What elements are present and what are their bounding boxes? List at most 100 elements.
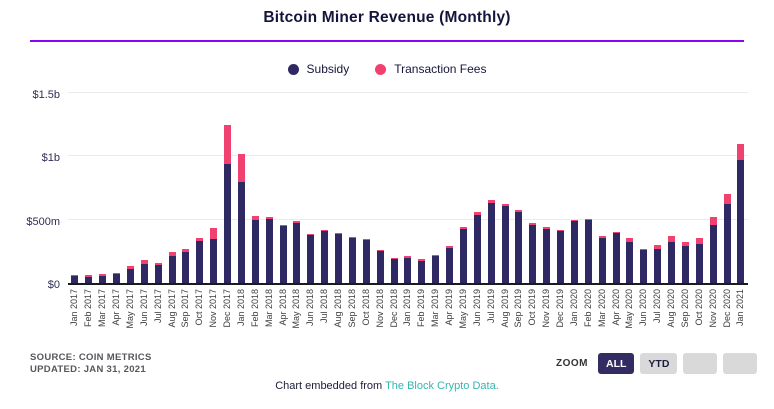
bar-stack xyxy=(709,217,717,283)
x-tick-jan-2018: Jan 2018 xyxy=(235,289,246,327)
legend-label-fees: Transaction Fees xyxy=(394,62,487,76)
fees-segment xyxy=(126,266,134,270)
legend-item-subsidy[interactable]: Subsidy xyxy=(287,62,349,76)
subsidy-segment xyxy=(210,238,218,283)
subsidy-segment xyxy=(362,240,370,283)
fees-segment xyxy=(293,221,301,223)
bar-stack xyxy=(404,256,412,283)
bar-feb-2019[interactable] xyxy=(415,95,429,283)
bar-may-2019[interactable] xyxy=(457,95,471,283)
bar-aug-2020[interactable] xyxy=(665,95,679,283)
x-tick-jul-2019: Jul 2019 xyxy=(485,289,496,324)
zoom-button-blank-2[interactable] xyxy=(723,353,758,374)
bar-mar-2019[interactable] xyxy=(429,95,443,283)
bar-aug-2019[interactable] xyxy=(498,95,512,283)
bar-nov-2020[interactable] xyxy=(706,95,720,283)
fees-segment xyxy=(113,272,121,274)
zoom-button-all[interactable]: ALL xyxy=(598,353,635,374)
bar-stack xyxy=(113,272,121,283)
zoom-button-ytd[interactable]: YTD xyxy=(640,353,678,374)
subsidy-segment xyxy=(640,250,648,283)
bar-mar-2018[interactable] xyxy=(262,95,276,283)
bar-jan-2021[interactable] xyxy=(734,95,748,283)
bar-jul-2020[interactable] xyxy=(651,95,665,283)
bar-feb-2018[interactable] xyxy=(248,95,262,283)
fees-segment xyxy=(737,143,745,161)
bar-dec-2020[interactable] xyxy=(720,95,734,283)
bar-jul-2019[interactable] xyxy=(484,95,498,283)
subsidy-segment xyxy=(335,233,343,283)
bar-stack xyxy=(224,124,232,283)
zoom-controls: ZOOM ALL YTD xyxy=(556,353,763,374)
bar-stack xyxy=(362,238,370,283)
bar-jan-2018[interactable] xyxy=(235,95,249,283)
fees-segment xyxy=(487,200,495,203)
bar-jun-2019[interactable] xyxy=(470,95,484,283)
bar-nov-2019[interactable] xyxy=(540,95,554,283)
subsidy-segment xyxy=(598,238,606,283)
fees-segment xyxy=(640,248,648,251)
x-tick-mar-2019: Mar 2019 xyxy=(430,289,441,328)
bar-may-2018[interactable] xyxy=(290,95,304,283)
fees-segment xyxy=(695,237,703,245)
bar-nov-2017[interactable] xyxy=(207,95,221,283)
bar-stack xyxy=(154,262,162,283)
subsidy-segment xyxy=(113,273,121,283)
bar-jan-2017[interactable] xyxy=(68,95,82,283)
bar-sep-2017[interactable] xyxy=(179,95,193,283)
subsidy-segment xyxy=(321,231,329,283)
bar-stack xyxy=(598,236,606,283)
bar-aug-2018[interactable] xyxy=(332,95,346,283)
subsidy-segment xyxy=(126,269,134,283)
bar-apr-2020[interactable] xyxy=(609,95,623,283)
bar-apr-2018[interactable] xyxy=(276,95,290,283)
subsidy-segment xyxy=(168,255,176,283)
bar-jun-2020[interactable] xyxy=(637,95,651,283)
fees-segment xyxy=(654,245,662,250)
bar-dec-2019[interactable] xyxy=(554,95,568,283)
bar-aug-2017[interactable] xyxy=(165,95,179,283)
fees-segment xyxy=(348,236,356,238)
bar-stack xyxy=(737,143,745,283)
bar-oct-2019[interactable] xyxy=(526,95,540,283)
bar-jan-2020[interactable] xyxy=(568,95,582,283)
bar-dec-2018[interactable] xyxy=(387,95,401,283)
x-tick-may-2017: May 2017 xyxy=(124,289,135,329)
fees-segment xyxy=(557,229,565,232)
legend-item-fees[interactable]: Transaction Fees xyxy=(375,62,486,76)
bar-dec-2017[interactable] xyxy=(221,95,235,283)
bar-jul-2018[interactable] xyxy=(318,95,332,283)
fees-segment xyxy=(307,233,315,236)
bar-jun-2018[interactable] xyxy=(304,95,318,283)
x-tick-nov-2020: Nov 2020 xyxy=(707,289,718,328)
bar-may-2017[interactable] xyxy=(124,95,138,283)
bar-sep-2018[interactable] xyxy=(346,95,360,283)
bar-apr-2017[interactable] xyxy=(110,95,124,283)
zoom-button-blank-1[interactable] xyxy=(683,353,718,374)
bar-sep-2020[interactable] xyxy=(679,95,693,283)
bar-sep-2019[interactable] xyxy=(512,95,526,283)
bar-apr-2019[interactable] xyxy=(443,95,457,283)
bar-mar-2020[interactable] xyxy=(595,95,609,283)
bar-jun-2017[interactable] xyxy=(137,95,151,283)
bar-nov-2018[interactable] xyxy=(373,95,387,283)
x-tick-feb-2020: Feb 2020 xyxy=(582,289,593,328)
x-tick-dec-2017: Dec 2017 xyxy=(222,289,233,328)
fees-segment xyxy=(154,262,162,265)
bar-stack xyxy=(168,251,176,283)
subsidy-segment xyxy=(723,203,731,283)
bar-feb-2020[interactable] xyxy=(581,95,595,283)
bar-oct-2020[interactable] xyxy=(692,95,706,283)
bar-stack xyxy=(390,257,398,283)
x-tick-feb-2018: Feb 2018 xyxy=(249,289,260,328)
bar-may-2020[interactable] xyxy=(623,95,637,283)
bar-oct-2017[interactable] xyxy=(193,95,207,283)
embed-source-link[interactable]: The Block Crypto Data. xyxy=(385,380,499,392)
bar-oct-2018[interactable] xyxy=(359,95,373,283)
bar-jul-2017[interactable] xyxy=(151,95,165,283)
bar-feb-2017[interactable] xyxy=(82,95,96,283)
subsidy-segment xyxy=(376,251,384,283)
bar-jan-2019[interactable] xyxy=(401,95,415,283)
y-tick-0: $0 xyxy=(47,279,60,291)
bar-mar-2017[interactable] xyxy=(96,95,110,283)
